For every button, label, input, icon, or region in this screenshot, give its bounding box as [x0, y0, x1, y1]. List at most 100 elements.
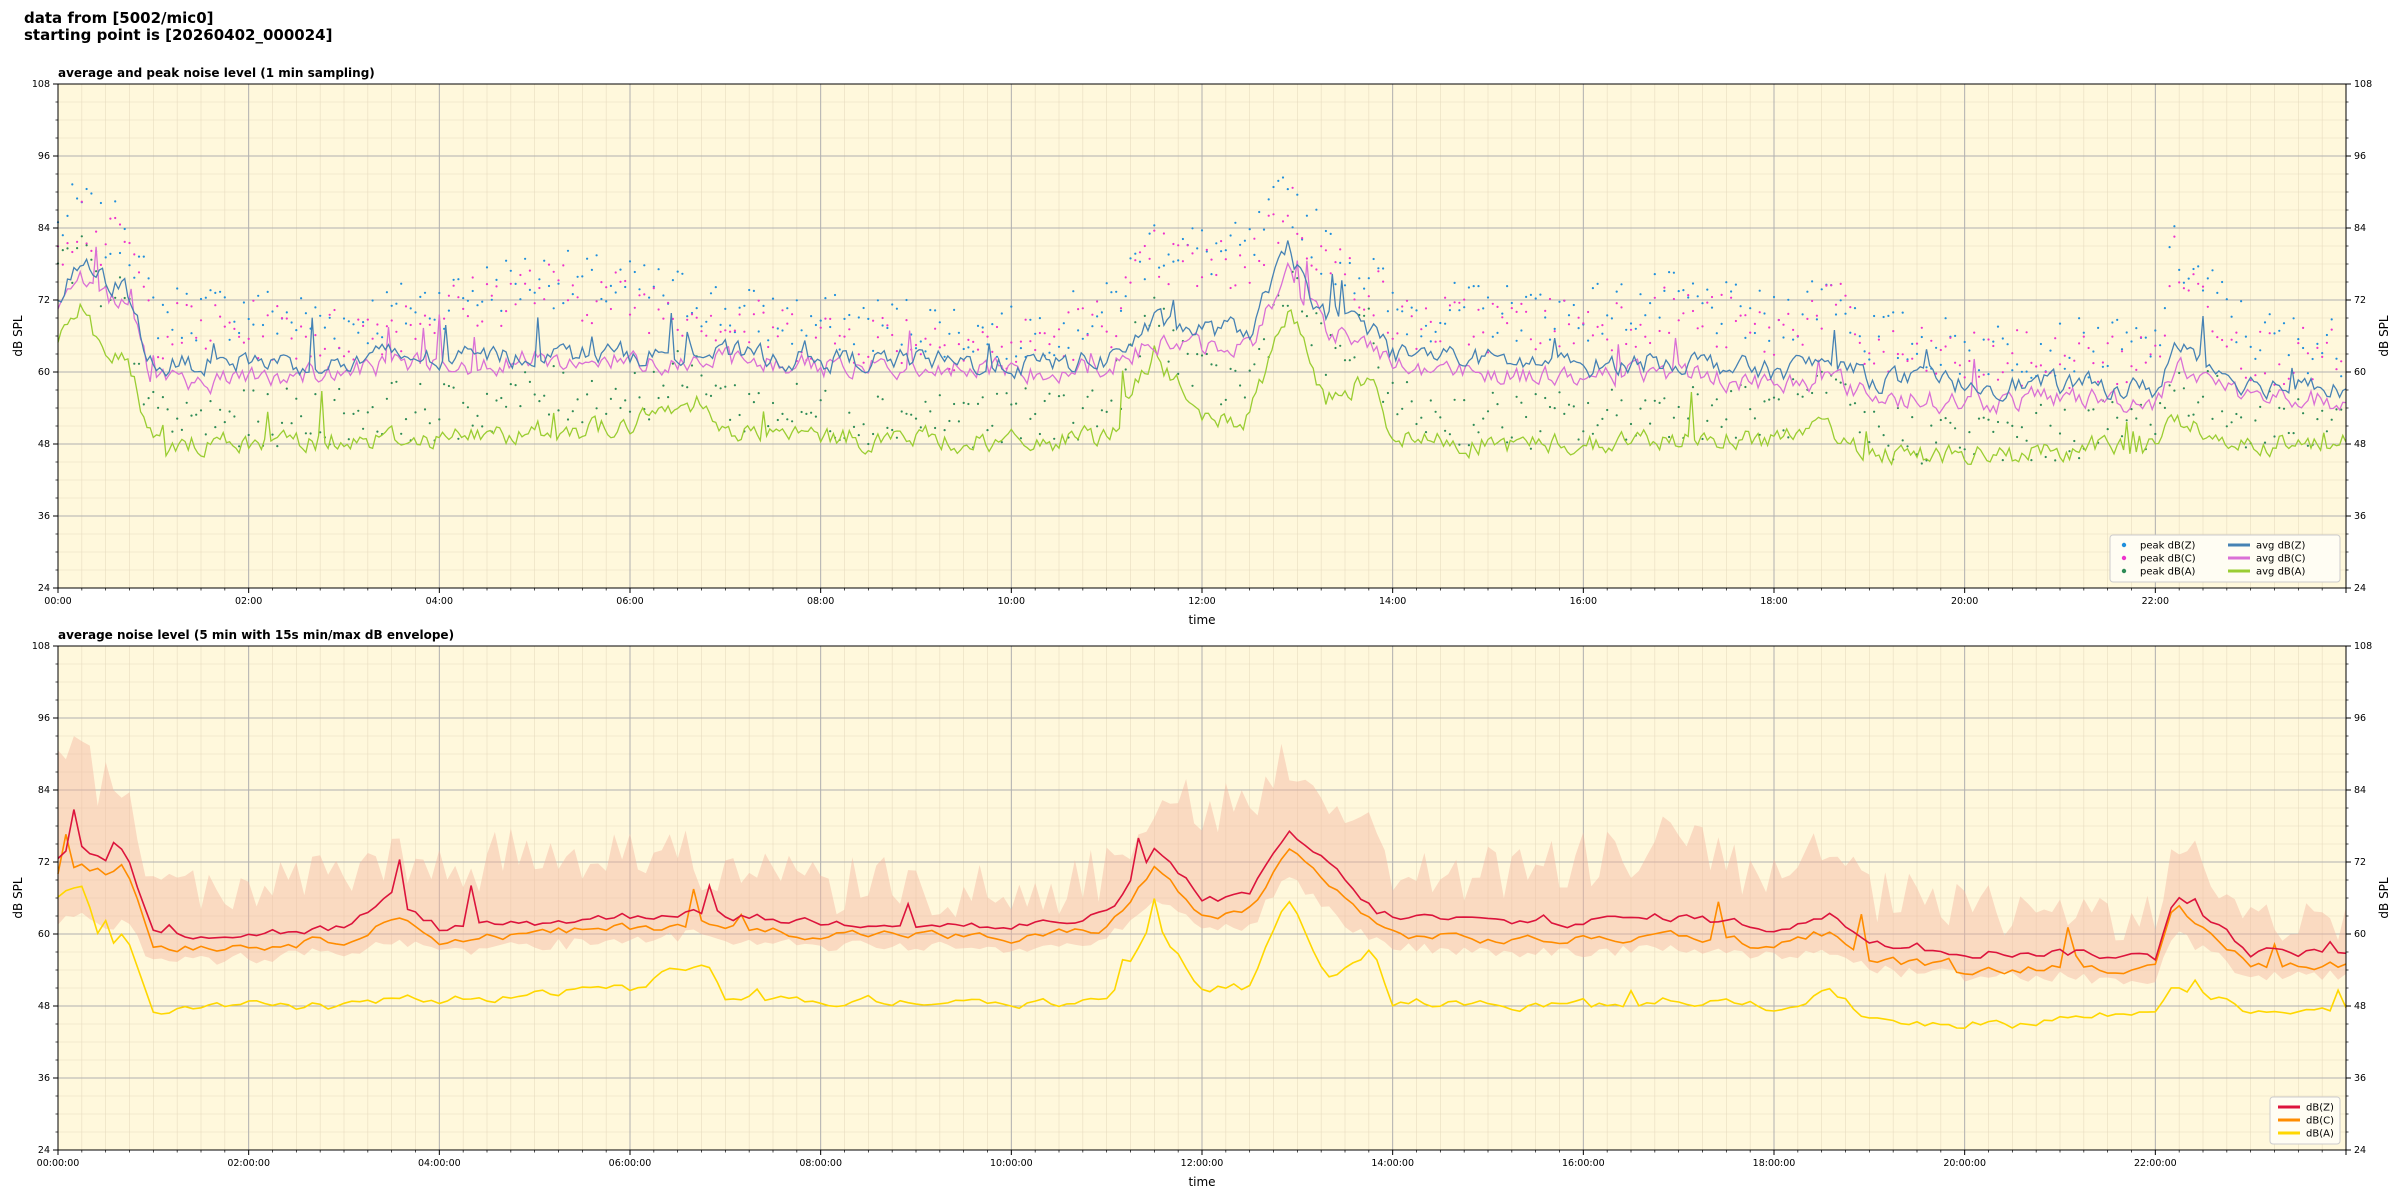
- peak-point: [2321, 352, 2324, 355]
- peak-point: [1987, 373, 1990, 376]
- peak-point: [1434, 410, 1437, 413]
- peak-point: [1053, 354, 1056, 357]
- peak-point: [657, 268, 660, 271]
- peak-point: [1429, 340, 1432, 343]
- peak-point: [1343, 359, 1347, 362]
- peak-point: [2092, 350, 2095, 353]
- y-tick-label-right: 36: [2354, 1073, 2366, 1084]
- peak-point: [1210, 273, 1213, 276]
- peak-point: [1158, 266, 1161, 269]
- peak-point: [1968, 431, 1971, 434]
- peak-point: [1982, 416, 1985, 419]
- legend-label: dB(C): [2306, 1116, 2334, 1127]
- peak-point: [1763, 312, 1766, 315]
- peak-point: [2302, 346, 2305, 350]
- peak-point: [171, 430, 174, 433]
- peak-point: [1815, 318, 1818, 321]
- peak-point: [1658, 316, 1661, 319]
- peak-point: [1129, 257, 1132, 260]
- peak-point: [819, 326, 822, 329]
- peak-point: [404, 418, 408, 421]
- peak-point: [2111, 335, 2114, 338]
- peak-point: [667, 396, 670, 399]
- peak-point: [1463, 399, 1466, 402]
- peak-point: [2306, 372, 2309, 375]
- peak-point: [657, 308, 660, 311]
- peak-point: [1234, 369, 1237, 372]
- peak-point: [1996, 325, 2000, 328]
- peak-point: [2016, 363, 2019, 366]
- peak-point: [452, 284, 455, 287]
- peak-point: [2244, 376, 2247, 379]
- peak-point: [1234, 221, 1237, 224]
- peak-point: [1339, 261, 1342, 264]
- peak-point: [2259, 405, 2262, 408]
- peak-point: [2130, 340, 2133, 343]
- peak-point: [1029, 318, 1032, 321]
- peak-point: [2049, 424, 2052, 427]
- peak-point: [2097, 380, 2100, 383]
- peak-point: [2235, 412, 2238, 416]
- peak-point: [2282, 382, 2286, 386]
- peak-point: [2006, 343, 2009, 346]
- peak-point: [2330, 328, 2333, 331]
- peak-point: [233, 415, 236, 418]
- peak-point: [1544, 316, 1547, 319]
- peak-point: [1382, 267, 1385, 270]
- peak-point: [1792, 338, 1795, 341]
- peak-point: [66, 242, 69, 245]
- peak-point: [633, 270, 636, 274]
- peak-point: [819, 399, 822, 402]
- peak-point: [1205, 248, 1208, 251]
- peak-point: [581, 421, 584, 424]
- peak-point: [1977, 417, 1981, 420]
- peak-point: [366, 318, 369, 321]
- peak-point: [1105, 330, 1108, 333]
- peak-point: [2187, 277, 2190, 280]
- peak-point: [1067, 346, 1070, 349]
- peak-point: [1134, 321, 1137, 324]
- peak-point: [2111, 321, 2114, 324]
- peak-point: [2058, 322, 2062, 325]
- peak-point: [1272, 185, 1275, 189]
- peak-point: [319, 314, 322, 317]
- peak-point: [1100, 409, 1103, 412]
- peak-point: [848, 313, 851, 317]
- peak-point: [1496, 305, 1499, 308]
- peak-point: [1444, 429, 1447, 432]
- peak-point: [2216, 291, 2219, 294]
- peak-point: [791, 313, 794, 316]
- peak-point: [1901, 311, 1904, 314]
- peak-point: [352, 412, 355, 415]
- peak-point: [1196, 284, 1199, 288]
- peak-point: [376, 323, 379, 326]
- x-tick-label: 06:00: [616, 596, 643, 607]
- peak-point: [1892, 311, 1895, 314]
- peak-point: [404, 322, 408, 325]
- peak-point: [490, 294, 493, 297]
- peak-point: [1410, 400, 1413, 403]
- peak-point: [514, 384, 517, 387]
- peak-point: [729, 324, 732, 327]
- y-tick-label-right: 108: [2354, 641, 2372, 652]
- y-tick-label: 72: [38, 857, 50, 868]
- peak-point: [957, 420, 961, 423]
- peak-point: [1401, 305, 1404, 308]
- peak-point: [166, 311, 169, 314]
- x-tick-label: 22:00:00: [2134, 1158, 2177, 1169]
- peak-point: [466, 299, 469, 302]
- peak-point: [881, 398, 884, 401]
- peak-point: [1610, 349, 1613, 352]
- peak-point: [1963, 340, 1966, 344]
- peak-point: [1181, 260, 1184, 263]
- peak-point: [1329, 272, 1332, 275]
- peak-point: [1587, 401, 1590, 405]
- peak-point: [919, 353, 922, 356]
- peak-point: [2078, 317, 2081, 320]
- peak-point: [1310, 344, 1313, 347]
- peak-point: [562, 371, 565, 374]
- peak-point: [1472, 285, 1475, 288]
- peak-point: [1753, 322, 1756, 325]
- peak-point: [1944, 345, 1947, 348]
- peak-point: [2125, 331, 2128, 334]
